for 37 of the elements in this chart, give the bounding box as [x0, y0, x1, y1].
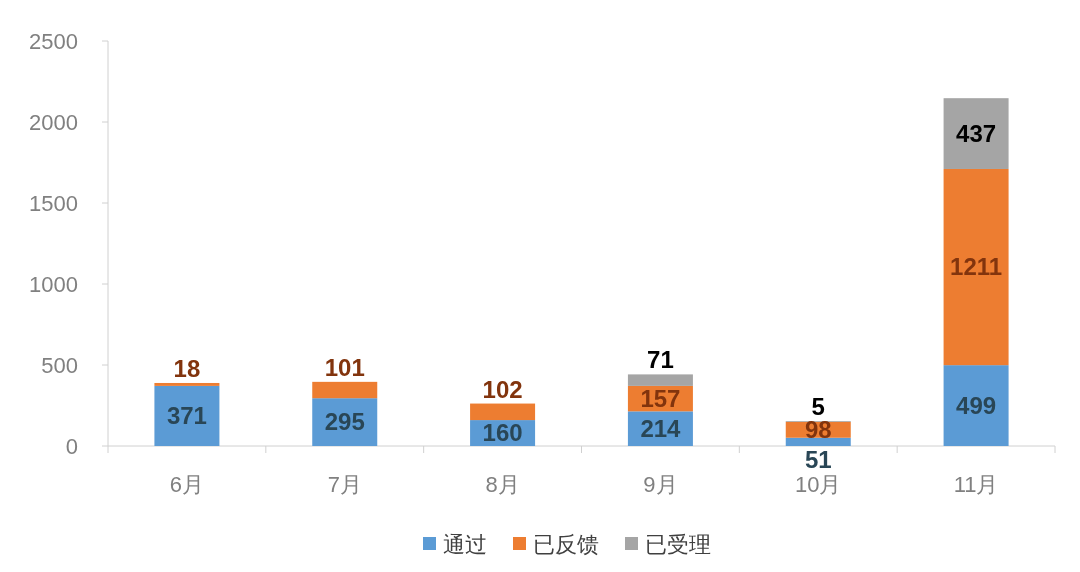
data-label: 18	[173, 354, 201, 382]
legend-label: 通过	[443, 532, 487, 557]
y-tick-label: 500	[41, 353, 78, 378]
bar	[943, 168, 1009, 366]
x-tick-label: 10月	[795, 472, 842, 497]
y-tick-label: 2000	[29, 110, 78, 135]
data-label: 51	[804, 446, 832, 473]
bar	[627, 374, 693, 386]
data-label: 371	[166, 401, 207, 429]
y-tick-label: 2500	[29, 29, 78, 54]
x-tick-label: 6月	[169, 472, 205, 497]
x-tick-label: 7月	[327, 472, 362, 497]
legend-label: 已反馈	[533, 532, 599, 557]
bar	[470, 403, 536, 421]
bar	[312, 381, 378, 399]
data-label: 214	[640, 414, 682, 442]
data-label: 499	[956, 391, 997, 419]
data-label: 295	[324, 408, 365, 436]
data-label: 101	[324, 353, 365, 381]
data-label: 157	[640, 384, 681, 412]
x-tick-label: 11月	[953, 472, 999, 497]
legend-label: 已受理	[645, 532, 711, 557]
y-tick-label: 1000	[29, 272, 78, 297]
bar	[154, 385, 220, 446]
bar	[785, 437, 851, 446]
data-label: 102	[482, 375, 523, 403]
bar	[943, 98, 1009, 169]
data-label: 1211	[950, 253, 1003, 281]
bar	[943, 365, 1009, 446]
data-label: 160	[482, 419, 523, 447]
y-tick-label: 1500	[29, 191, 78, 216]
y-tick-label: 0	[65, 434, 78, 459]
x-tick-label: 9月	[643, 472, 678, 497]
data-label: 71	[647, 346, 674, 374]
x-tick-label: 8月	[485, 472, 520, 497]
bar	[154, 382, 220, 386]
data-label: 437	[956, 119, 997, 147]
